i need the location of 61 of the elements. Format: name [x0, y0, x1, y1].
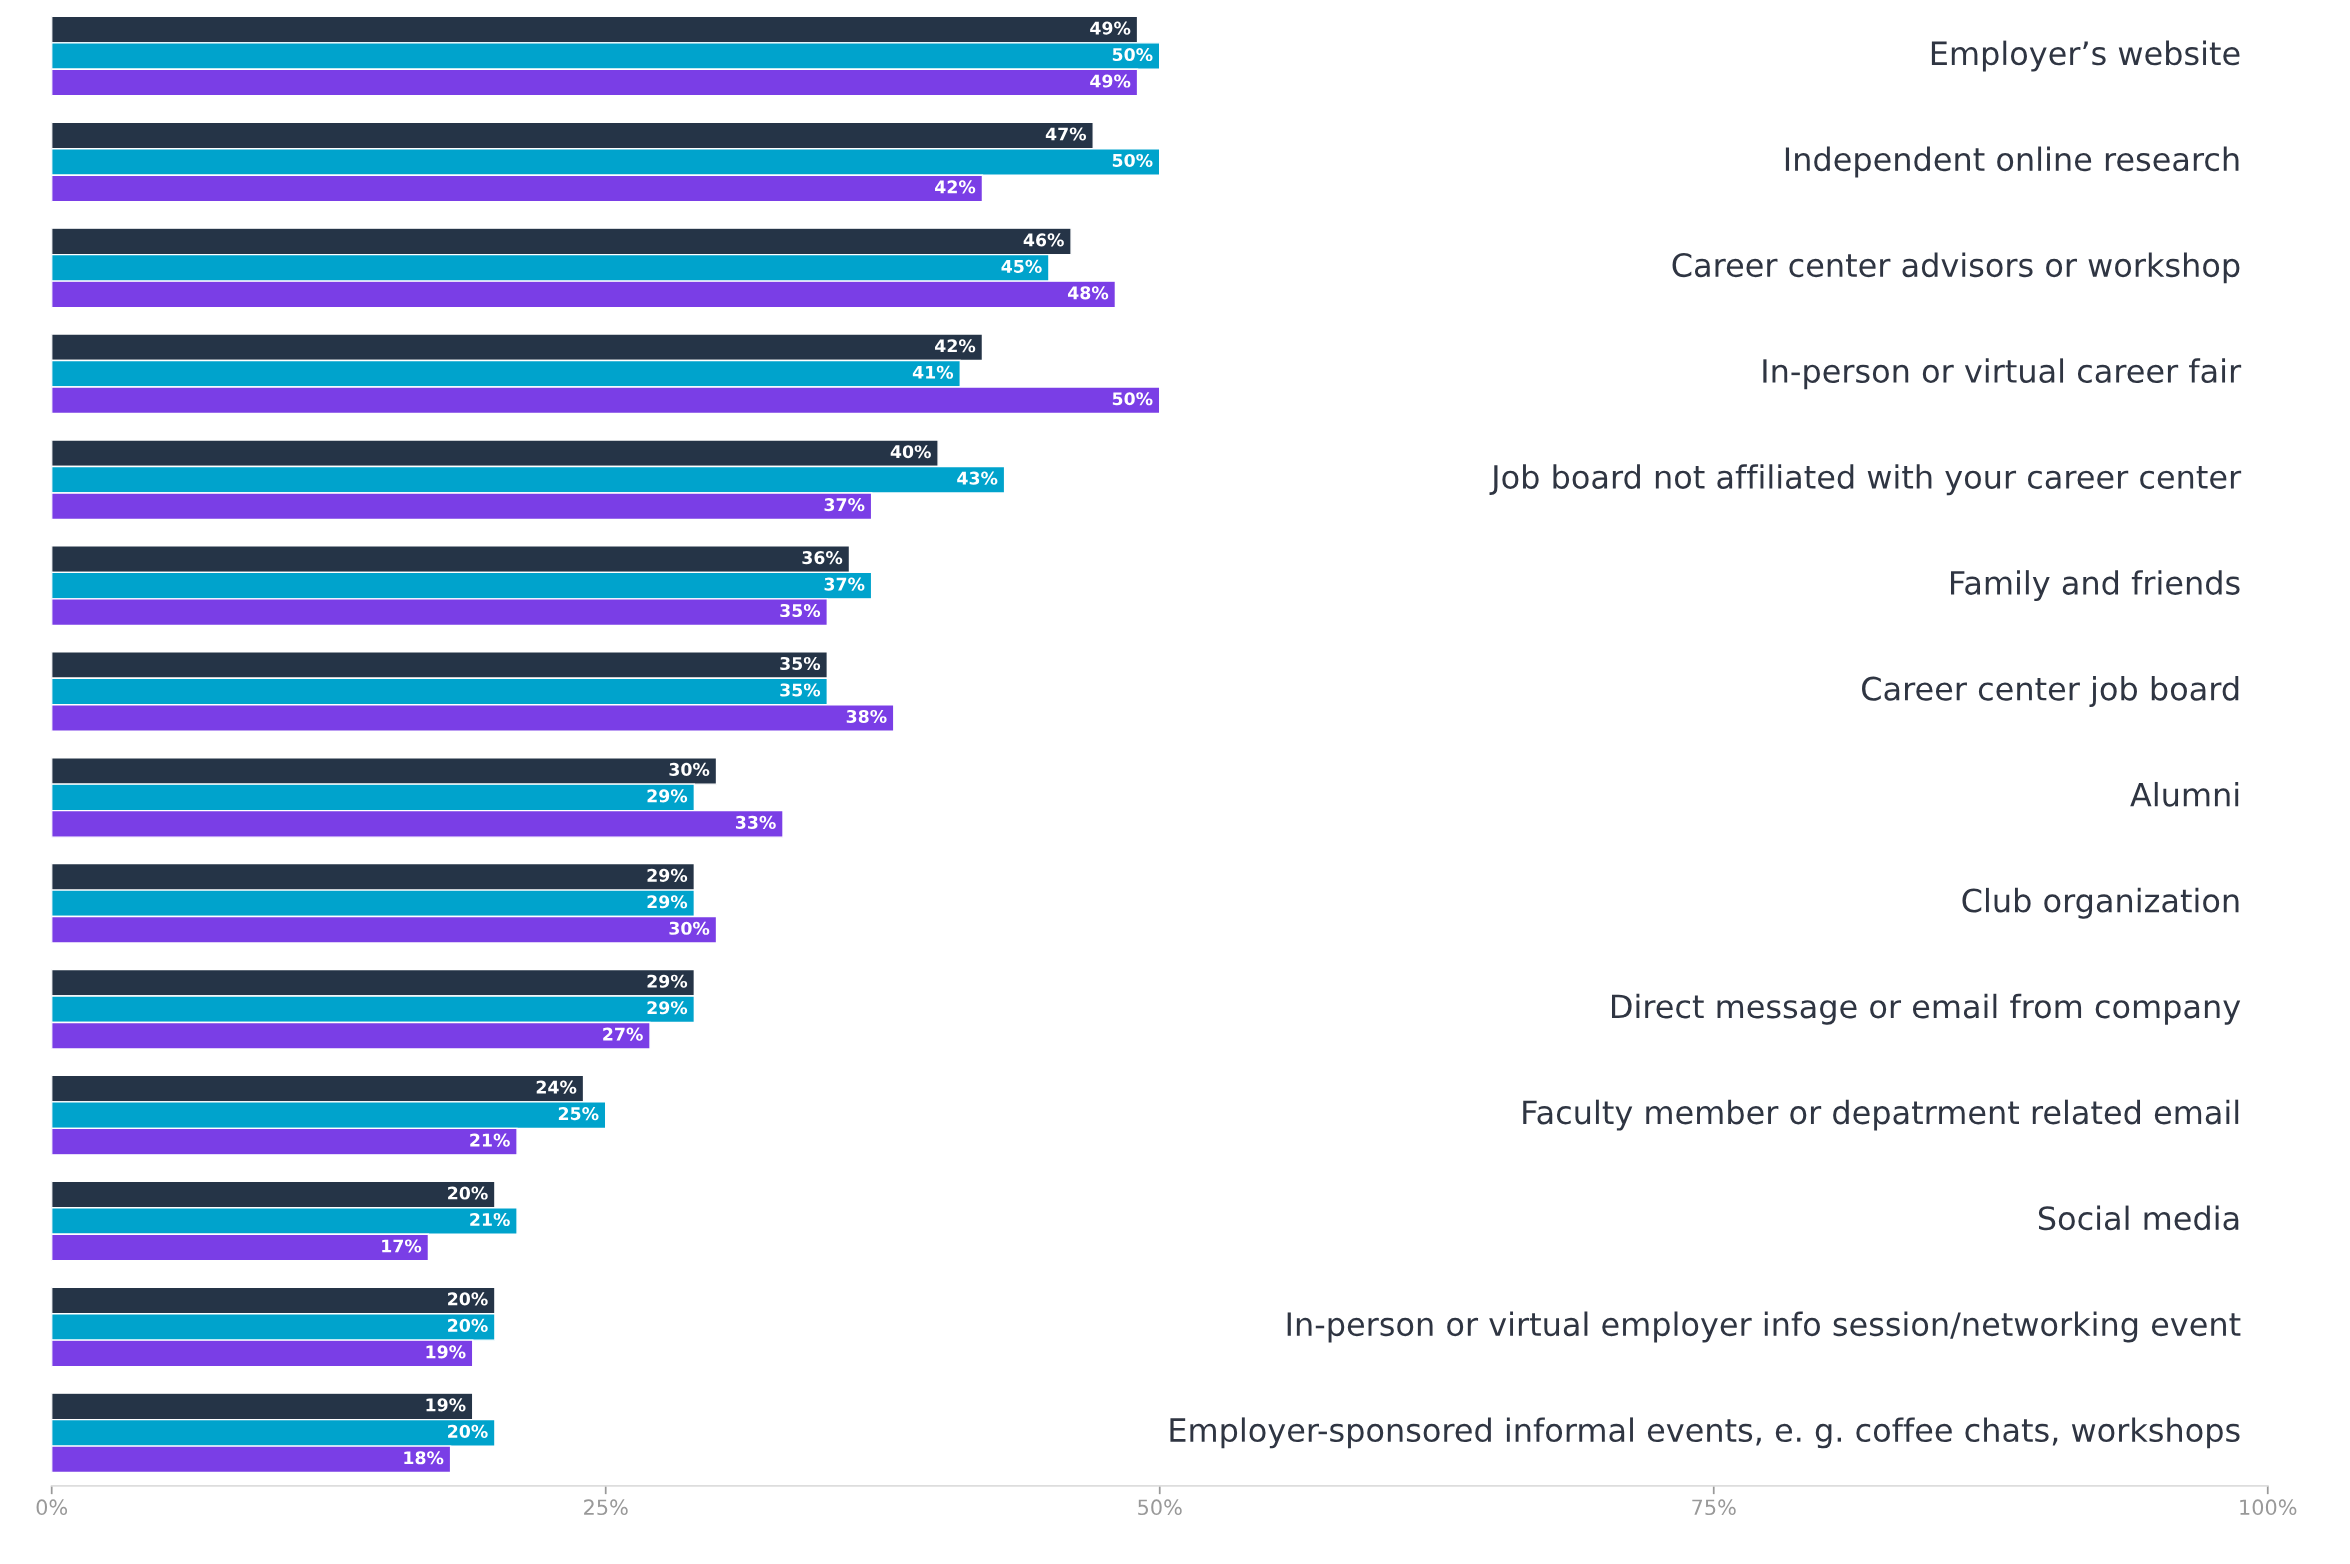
data-label: 50% — [1112, 392, 1153, 406]
data-label: 46% — [1023, 233, 1064, 247]
data-label: 36% — [802, 551, 843, 565]
data-label: 48% — [1067, 286, 1109, 300]
data-label: 17% — [382, 1239, 422, 1253]
data-label: 20% — [448, 1318, 488, 1332]
data-label: 24% — [536, 1080, 577, 1094]
y-tick-label: Direct message or email from company — [1612, 993, 2241, 1025]
x-tick-label: 50% — [1138, 1499, 1182, 1516]
data-label: 43% — [957, 471, 998, 485]
y-tick-label: Career center job board — [1862, 676, 2239, 707]
data-label: 18% — [404, 1451, 444, 1465]
data-label: 47% — [1045, 127, 1087, 141]
data-label: 25% — [558, 1107, 599, 1121]
data-label: 50% — [1112, 47, 1153, 62]
data-label: 33% — [735, 815, 776, 829]
data-label: 29% — [647, 789, 688, 803]
data-label: 35% — [780, 603, 821, 618]
y-tick-label: Job board not affiliated with your career center — [1489, 464, 2242, 496]
data-label: 29% — [647, 895, 688, 909]
data-label: 29% — [647, 1001, 688, 1015]
y-tick-label: Career center advisors or workshop — [1672, 252, 2240, 284]
x-tick-label: 25% — [584, 1499, 628, 1516]
y-tick-label: Club organization — [1962, 887, 2239, 919]
data-label: 40% — [890, 445, 931, 459]
data-label: 30% — [669, 762, 710, 776]
data-label: 21% — [470, 1133, 510, 1147]
data-label: 20% — [448, 1186, 488, 1200]
data-label: 20% — [448, 1292, 488, 1306]
data-label: 29% — [647, 974, 688, 988]
data-label: 29% — [647, 868, 688, 882]
data-label: 37% — [824, 577, 865, 591]
y-tick-label: Family and friends — [1951, 570, 2240, 602]
y-tick-label: In-person or virtual career fair — [1763, 358, 2242, 390]
y-tick-label: Employer-sponsored informal events, e. g. coffee chats, workshops — [1170, 1417, 2240, 1449]
data-label: 21% — [470, 1212, 510, 1227]
y-tick-label: Social media — [2038, 1205, 2239, 1231]
data-label: 19% — [426, 1345, 466, 1359]
y-tick-label: Alumni — [2130, 781, 2239, 807]
data-label: 20% — [448, 1424, 488, 1438]
data-label: 45% — [1001, 259, 1042, 273]
x-tick-label: 75% — [1692, 1499, 1736, 1516]
data-label: 42% — [935, 339, 976, 353]
x-tick-label: 100% — [2240, 1499, 2297, 1516]
y-tick-label: In-person or virtual employer info session/networking event — [1287, 1311, 2241, 1343]
y-tick-label: Independent online research — [1785, 146, 2239, 178]
data-label: 38% — [846, 709, 887, 724]
y-tick-label: Employer’s website — [1931, 40, 2240, 72]
data-label: 37% — [824, 498, 865, 512]
data-label: 49% — [1090, 21, 1131, 35]
data-label: 35% — [780, 683, 821, 697]
data-label: 41% — [912, 365, 954, 379]
data-label: 42% — [935, 180, 976, 194]
data-label: 35% — [780, 656, 821, 671]
data-label: 50% — [1112, 153, 1153, 168]
data-label: 19% — [426, 1398, 466, 1412]
data-label: 27% — [603, 1027, 643, 1041]
data-label: 30% — [669, 921, 710, 935]
y-tick-label: Faculty member or depatrment related email — [1523, 1099, 2239, 1131]
data-label: 49% — [1090, 74, 1131, 88]
x-tick-label: 0% — [36, 1499, 68, 1516]
